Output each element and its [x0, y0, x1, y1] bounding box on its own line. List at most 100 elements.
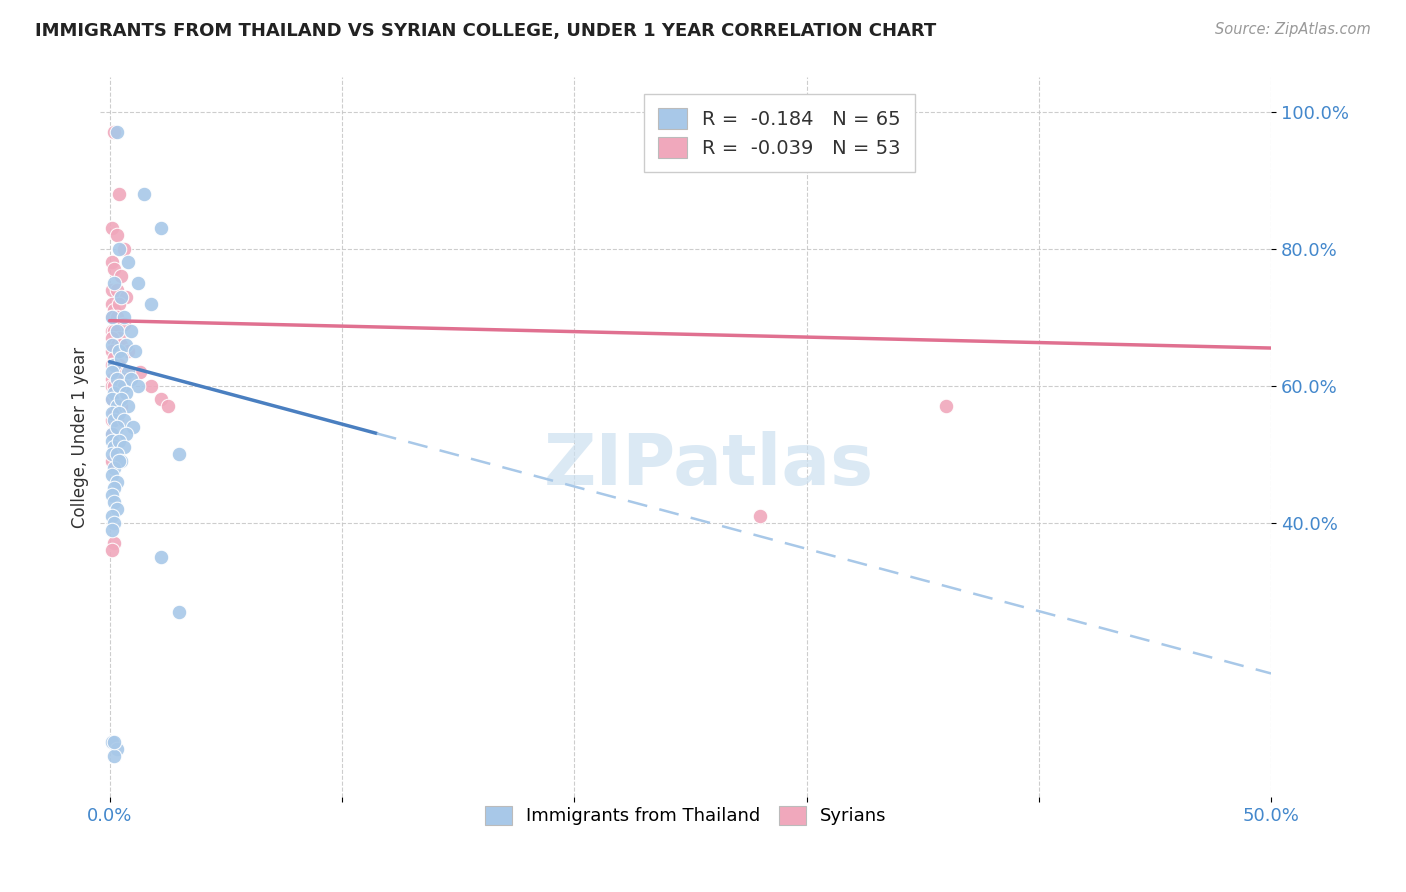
- Point: [105, 392, 128, 407]
- Point: [108, 434, 131, 448]
- Point: [101, 454, 124, 468]
- Point: [112, 441, 135, 455]
- Point: [101, 413, 124, 427]
- Point: [105, 125, 128, 139]
- Point: [105, 372, 128, 386]
- Point: [149, 392, 172, 407]
- Point: [108, 344, 131, 359]
- Point: [108, 385, 131, 400]
- Point: [101, 735, 124, 749]
- Point: [103, 125, 125, 139]
- Point: [108, 378, 131, 392]
- Point: [115, 337, 138, 351]
- Point: [101, 467, 124, 482]
- Point: [103, 385, 125, 400]
- Point: [141, 296, 163, 310]
- Point: [749, 508, 772, 523]
- Point: [105, 283, 128, 297]
- Point: [101, 344, 124, 359]
- Point: [101, 378, 124, 392]
- Point: [101, 543, 124, 558]
- Point: [105, 310, 128, 325]
- Point: [112, 317, 135, 331]
- Point: [101, 447, 124, 461]
- Point: [120, 372, 142, 386]
- Point: [101, 392, 124, 407]
- Point: [117, 344, 139, 359]
- Point: [103, 378, 125, 392]
- Point: [103, 735, 125, 749]
- Point: [108, 331, 131, 345]
- Point: [105, 337, 128, 351]
- Point: [101, 406, 124, 420]
- Point: [110, 269, 132, 284]
- Y-axis label: College, Under 1 year: College, Under 1 year: [72, 347, 89, 528]
- Point: [105, 413, 128, 427]
- Point: [127, 276, 149, 290]
- Point: [101, 488, 124, 502]
- Point: [101, 372, 124, 386]
- Point: [101, 523, 124, 537]
- Point: [128, 365, 150, 379]
- Point: [108, 186, 131, 201]
- Point: [105, 447, 128, 461]
- Point: [105, 420, 128, 434]
- Point: [120, 324, 142, 338]
- Point: [110, 454, 132, 468]
- Point: [115, 385, 138, 400]
- Point: [149, 549, 172, 564]
- Point: [101, 358, 124, 372]
- Point: [103, 461, 125, 475]
- Point: [103, 303, 125, 318]
- Point: [103, 351, 125, 366]
- Point: [103, 516, 125, 530]
- Point: [122, 420, 145, 434]
- Point: [117, 365, 139, 379]
- Legend: Immigrants from Thailand, Syrians: Immigrants from Thailand, Syrians: [475, 797, 896, 835]
- Point: [105, 502, 128, 516]
- Point: [112, 242, 135, 256]
- Point: [101, 426, 124, 441]
- Point: [105, 475, 128, 489]
- Point: [134, 186, 156, 201]
- Point: [101, 221, 124, 235]
- Point: [101, 365, 124, 379]
- Point: [101, 283, 124, 297]
- Point: [103, 276, 125, 290]
- Text: IMMIGRANTS FROM THAILAND VS SYRIAN COLLEGE, UNDER 1 YEAR CORRELATION CHART: IMMIGRANTS FROM THAILAND VS SYRIAN COLLE…: [35, 22, 936, 40]
- Point: [103, 358, 125, 372]
- Point: [101, 434, 124, 448]
- Point: [108, 242, 131, 256]
- Point: [112, 378, 135, 392]
- Point: [105, 399, 128, 413]
- Point: [103, 324, 125, 338]
- Point: [103, 536, 125, 550]
- Point: [112, 372, 135, 386]
- Point: [156, 399, 179, 413]
- Point: [169, 447, 191, 461]
- Point: [117, 399, 139, 413]
- Text: Source: ZipAtlas.com: Source: ZipAtlas.com: [1215, 22, 1371, 37]
- Point: [101, 331, 124, 345]
- Point: [110, 290, 132, 304]
- Point: [101, 426, 124, 441]
- Point: [101, 392, 124, 407]
- Point: [108, 454, 131, 468]
- Point: [127, 378, 149, 392]
- Point: [108, 296, 131, 310]
- Point: [115, 290, 138, 304]
- Point: [105, 741, 128, 756]
- Point: [103, 495, 125, 509]
- Point: [117, 255, 139, 269]
- Point: [101, 324, 124, 338]
- Point: [115, 365, 138, 379]
- Point: [141, 378, 163, 392]
- Point: [935, 399, 957, 413]
- Point: [115, 426, 138, 441]
- Point: [149, 221, 172, 235]
- Point: [101, 255, 124, 269]
- Point: [103, 262, 125, 277]
- Point: [110, 392, 132, 407]
- Point: [101, 310, 124, 325]
- Point: [105, 324, 128, 338]
